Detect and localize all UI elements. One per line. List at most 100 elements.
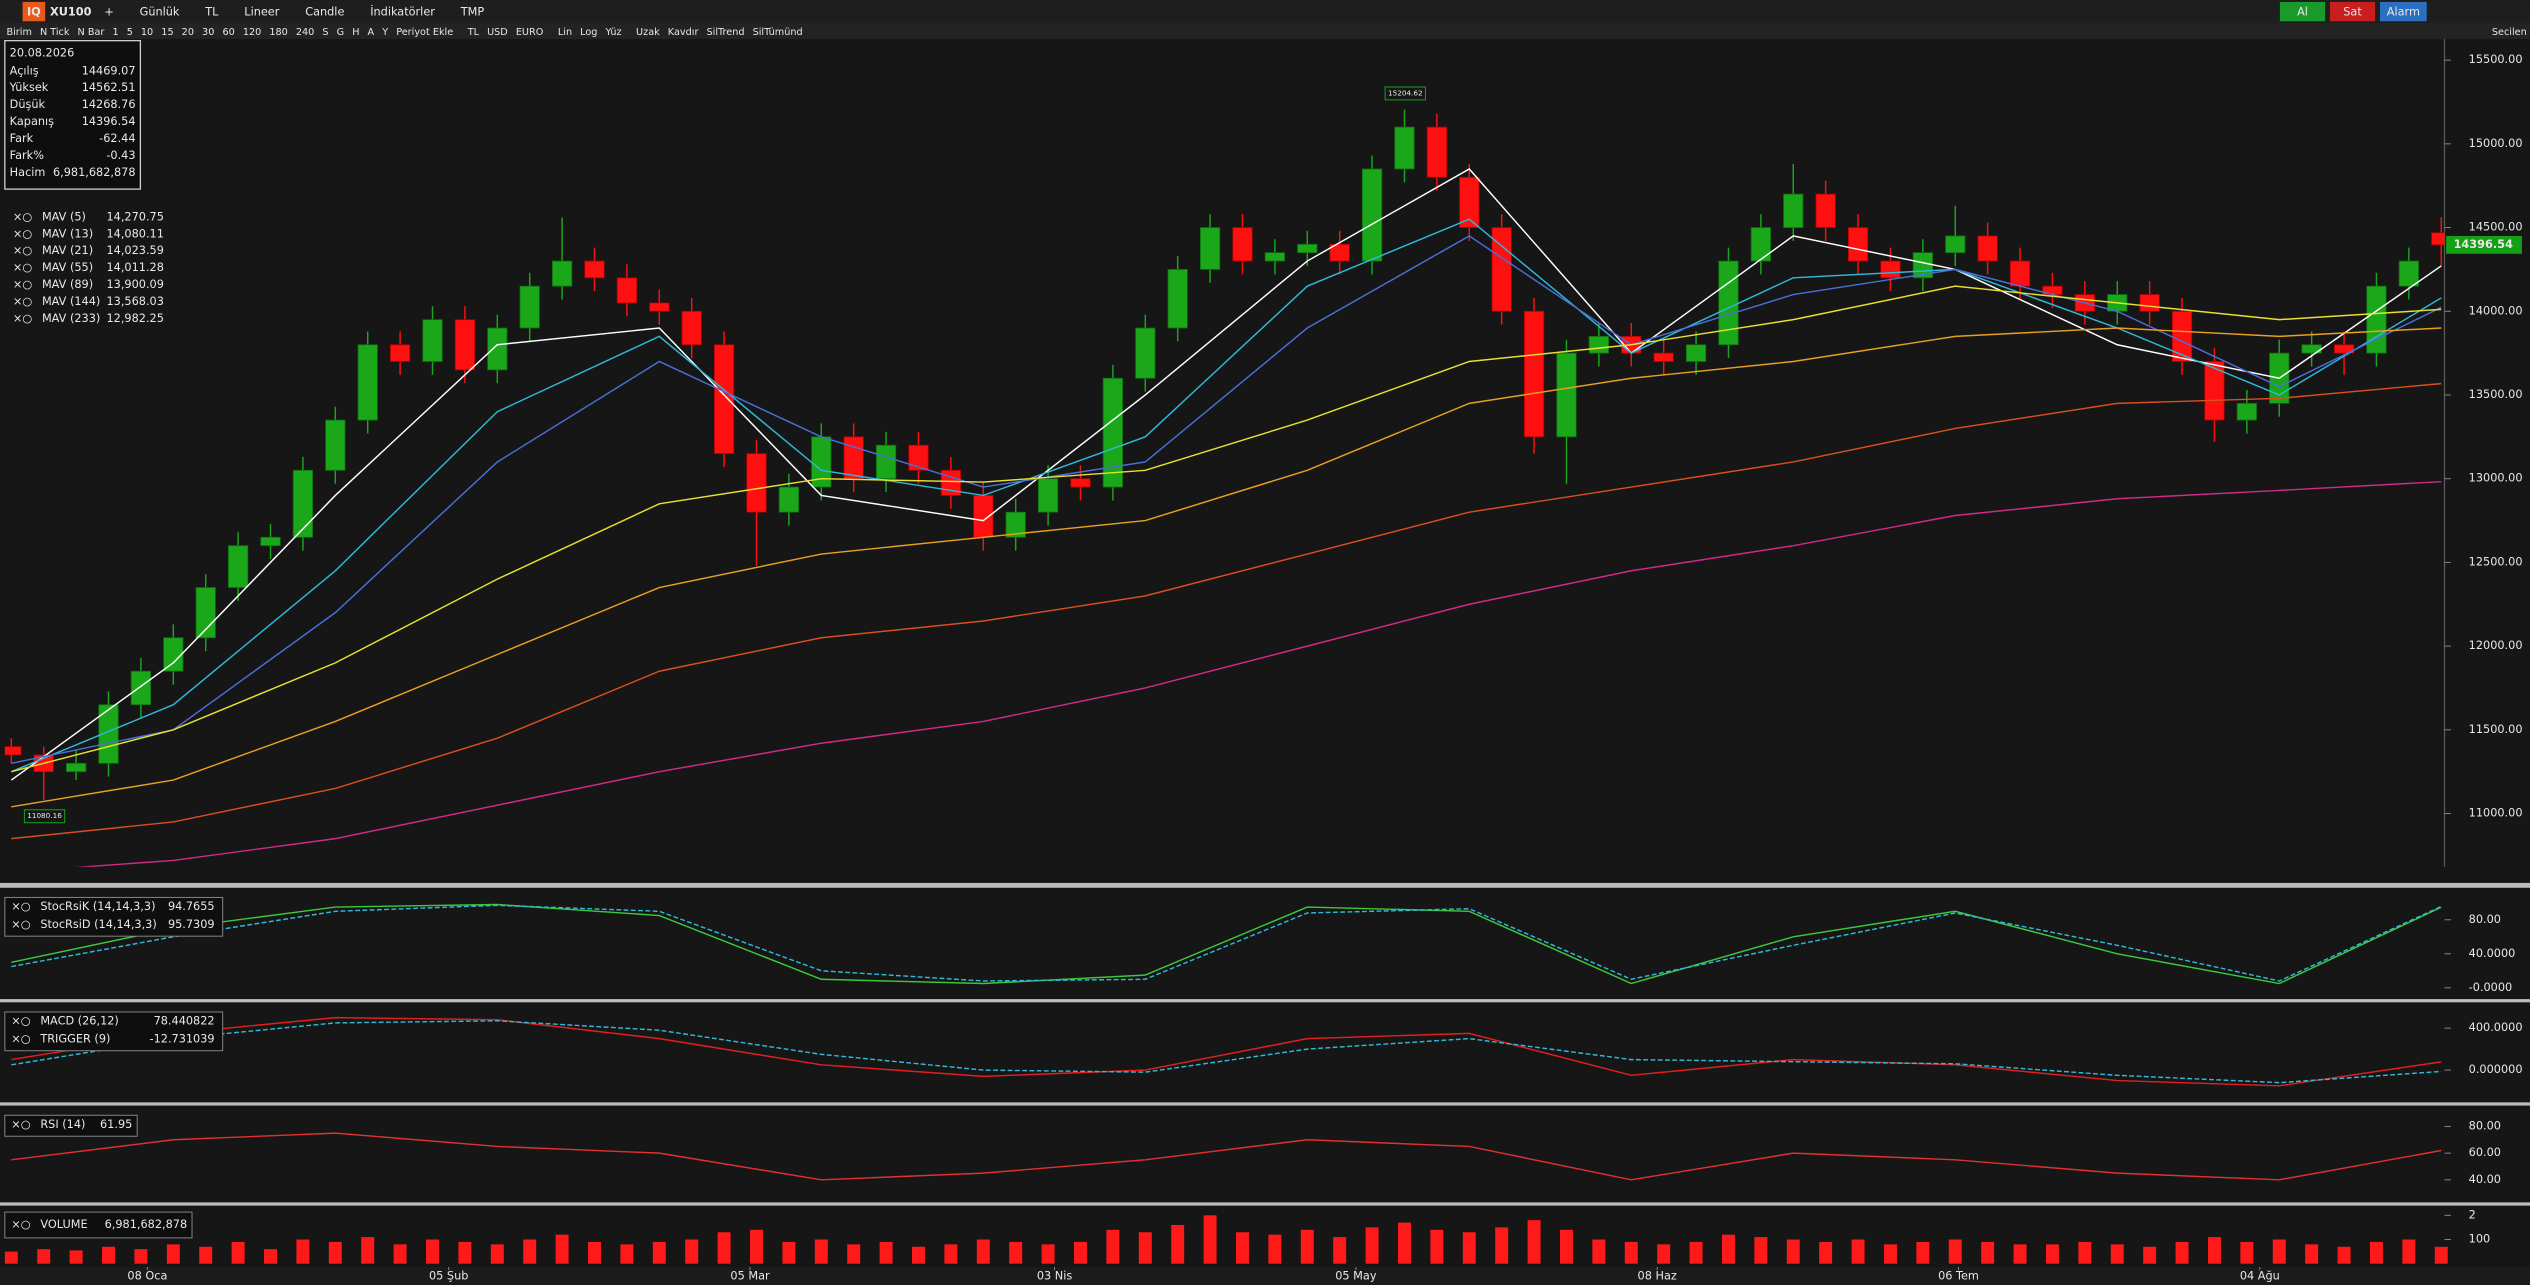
legend-value: 95.7309 — [168, 918, 215, 931]
toolbar-item[interactable]: 10 — [141, 27, 153, 38]
toolbar-item[interactable]: Lineer — [244, 5, 279, 18]
legend-icon: ×○ — [13, 244, 32, 257]
candle-body — [4, 746, 22, 756]
legend-value: -12.731039 — [150, 1032, 215, 1045]
volume-bar — [1495, 1227, 1509, 1264]
toolbar-item[interactable]: S — [322, 27, 328, 38]
toolbar-item[interactable]: EURO — [516, 27, 544, 38]
candle-body — [389, 344, 411, 362]
candle-body — [65, 762, 87, 773]
toolbar-item[interactable]: Log — [580, 27, 597, 38]
volume-bar — [782, 1241, 796, 1264]
x-axis-band — [0, 1266, 2530, 1285]
toolbar-item[interactable]: Yüz — [605, 27, 622, 38]
candle-body — [1329, 243, 1350, 262]
toolbar-item[interactable]: 30 — [202, 27, 214, 38]
candle-body — [746, 453, 767, 513]
toolbar-item[interactable]: Birim — [6, 27, 31, 38]
legend-name: MAV (233) — [42, 312, 100, 325]
candle-body — [1459, 176, 1480, 228]
toolbar-item[interactable]: 5 — [127, 27, 133, 38]
volume-bar — [1106, 1229, 1120, 1264]
legend-box — [4, 1211, 193, 1239]
toolbar-item[interactable]: TMP — [460, 5, 485, 18]
volume-bar — [1883, 1244, 1897, 1264]
toolbar-item[interactable]: A — [368, 27, 375, 38]
volume-bar — [328, 1241, 342, 1264]
candle-body — [325, 419, 346, 471]
toolbar-item[interactable]: TL — [467, 27, 480, 38]
volume-bar — [2207, 1237, 2221, 1264]
volume-bar — [2434, 1246, 2448, 1264]
button-label[interactable]: Alarm — [2387, 5, 2420, 18]
volume-bar — [69, 1250, 83, 1264]
toolbar-item[interactable]: G — [337, 27, 345, 38]
toolbar-item[interactable]: USD — [487, 27, 508, 38]
volume-bar — [1981, 1241, 1995, 1264]
indicator-line — [11, 903, 2442, 985]
candle-body — [487, 327, 508, 371]
toolbar-item[interactable]: Günlük — [140, 5, 180, 18]
toolbar-item[interactable]: XU100 — [50, 5, 92, 18]
button[interactable] — [2329, 1, 2376, 22]
legend-name: MAV (5) — [42, 210, 86, 223]
legend-icon: ×○ — [13, 295, 32, 308]
indicator-line — [11, 904, 2442, 982]
toolbar-item[interactable]: 240 — [296, 27, 314, 38]
volume-bar — [2045, 1244, 2059, 1264]
toolbar-item[interactable]: 180 — [269, 27, 287, 38]
x-tick-label: 05 May — [1335, 1270, 1377, 1283]
volume-bar — [1430, 1229, 1444, 1264]
info-value: 14469.07 — [82, 64, 136, 77]
toolbar-item[interactable]: Uzak — [636, 27, 660, 38]
moving-average — [11, 235, 2442, 765]
info-value: 14562.51 — [82, 81, 136, 94]
toolbar-item[interactable]: H — [352, 27, 359, 38]
button[interactable] — [2279, 1, 2326, 22]
candle-body — [1135, 327, 1156, 379]
legend-icon: ×○ — [13, 278, 32, 291]
candle-body — [1264, 252, 1286, 262]
volume-bar — [2305, 1244, 2319, 1264]
candle-body — [843, 436, 864, 480]
candle-body — [98, 704, 119, 764]
toolbar-item[interactable]: Lin — [558, 27, 572, 38]
button[interactable] — [2379, 1, 2427, 22]
toolbar-item[interactable]: Y — [381, 27, 388, 38]
toolbar-item[interactable]: + — [104, 5, 113, 18]
toolbar-item[interactable]: N Bar — [78, 27, 105, 38]
info-label: Kapanış — [10, 115, 54, 128]
legend-box — [4, 1011, 224, 1052]
legend-icon: ×○ — [13, 227, 32, 240]
candle-body — [227, 545, 249, 588]
toolbar-item[interactable]: TL — [204, 5, 219, 18]
volume-bar — [1397, 1222, 1411, 1264]
info-value: -0.43 — [106, 149, 135, 162]
volume-bar — [102, 1246, 115, 1264]
y-tick-label: 12500.00 — [2469, 555, 2523, 568]
y-tick-label: 2 — [2469, 1208, 2476, 1221]
toolbar-item[interactable]: SilTrend — [707, 27, 745, 38]
legend-name: RSI (14) — [40, 1118, 85, 1131]
toolbar-item[interactable]: Candle — [305, 5, 344, 18]
toolbar-item[interactable]: 15 — [161, 27, 173, 38]
info-label: Yüksek — [9, 81, 49, 94]
toolbar-item[interactable]: 1 — [112, 27, 118, 38]
toolbar-item[interactable]: 60 — [222, 27, 234, 38]
toolbar-item[interactable]: İndikatörler — [370, 5, 435, 18]
candle-body — [1232, 227, 1253, 262]
logo — [22, 1, 46, 22]
volume-bar — [750, 1229, 763, 1264]
toolbar-item[interactable]: 120 — [243, 27, 261, 38]
toolbar-item[interactable]: Periyot Ekle — [396, 27, 453, 38]
toolbar-item[interactable]: 20 — [182, 27, 194, 38]
legend-name: StocRsiK (14,14,3,3) — [40, 900, 155, 913]
candle-body — [908, 444, 929, 471]
toolbar-item[interactable]: SilTümünd — [753, 27, 803, 38]
candle-body — [1880, 260, 1901, 279]
toolbar-item[interactable]: N Tick — [40, 27, 70, 38]
button-label[interactable]: Sat — [2343, 5, 2362, 18]
button-label[interactable]: Al — [2297, 5, 2308, 18]
toolbar-item[interactable]: Kavdır — [668, 27, 699, 38]
volume-bar — [1333, 1237, 1347, 1264]
